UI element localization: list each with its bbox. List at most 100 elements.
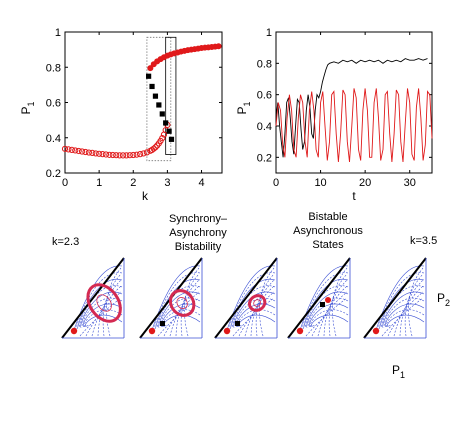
tl-point-open [96, 150, 103, 157]
flow-line [232, 297, 275, 337]
flow-line [79, 297, 122, 337]
flow-line [259, 267, 275, 337]
tl-ytick-label: 0.6 [46, 98, 61, 110]
simplex-hypotenuse [61, 257, 125, 339]
stable-point [296, 327, 304, 335]
tl-point-open [61, 145, 69, 152]
tl-point-square [156, 102, 162, 108]
limit-cycle [247, 294, 267, 312]
tl-point-open [65, 146, 72, 153]
flow-line [305, 297, 348, 337]
flow-line [307, 297, 349, 328]
flow-line [317, 285, 348, 337]
flow-line [399, 279, 424, 337]
flow-line [153, 272, 201, 330]
tl-point-open [126, 152, 133, 159]
tl-point-square [149, 83, 155, 90]
tr-xtick-label: 10 [314, 177, 326, 189]
flow-line [255, 273, 275, 337]
flow-line [157, 285, 201, 329]
tl-point-open [78, 148, 86, 155]
flow-line [393, 285, 424, 337]
flow-line [151, 265, 201, 331]
tl-xlabel: k [142, 189, 149, 203]
phase-panel [287, 257, 351, 339]
tl-point-open [85, 149, 92, 156]
tl-point-open [106, 151, 113, 158]
tr-ytick-label: 0.4 [257, 121, 272, 133]
tl-point-open [116, 152, 123, 159]
tl-marks [61, 43, 222, 159]
flow-line [311, 291, 348, 337]
flow-line [75, 272, 123, 330]
flow-line [386, 309, 425, 327]
flow-line [310, 314, 349, 327]
tl-point-open [136, 151, 144, 158]
tl-xtick-label: 4 [198, 177, 204, 189]
phase-panel [214, 257, 278, 339]
tr-series-black [275, 58, 428, 158]
flow-line [226, 265, 276, 331]
tl-point-open [68, 146, 75, 154]
tl-point-open [92, 150, 99, 157]
panel-k-vs-p1: 0 1 2 3 40.20.40.60.81 k P1 [19, 27, 223, 203]
tr-xlabel: t [352, 189, 356, 203]
tl-regions [146, 36, 177, 162]
tl-ytick-label: 0.2 [46, 168, 61, 180]
tr-ticks: 0 10 20 30 0.2 0.4 0.6 0.8 1 [257, 27, 432, 189]
tl-ylabel-sub: 1 [26, 101, 36, 106]
tl-xtick-label: 1 [96, 177, 102, 189]
tl-point-open [75, 147, 82, 155]
label-p2-sub: 2 [445, 298, 450, 308]
tl-point-open [143, 149, 151, 156]
tl-point-open [82, 148, 89, 156]
svg-text:P1: P1 [235, 101, 252, 114]
flow-line [238, 291, 275, 337]
flow-line [386, 314, 425, 327]
flow-line [79, 285, 123, 329]
tr-xtick-label: 20 [359, 177, 371, 189]
flow-line [385, 303, 425, 327]
saddle-point [160, 321, 165, 326]
tr-ylabel-main: P [235, 107, 249, 115]
tl-ytick-label: 0.8 [46, 62, 61, 74]
flow-line [157, 297, 200, 337]
tl-point-open [113, 152, 120, 159]
tr-ytick-label: 1 [266, 27, 272, 39]
label-p1-sub: 1 [400, 370, 405, 380]
flow-line [85, 291, 122, 337]
tr-ytick-label: 0.6 [257, 90, 272, 102]
saddle-point-upper [320, 302, 325, 307]
label-k23: k=2.3 [52, 236, 79, 248]
flow-line [237, 314, 276, 327]
label-sync-line3: Bistability [175, 241, 222, 253]
stable-point [70, 327, 78, 335]
flow-line [102, 273, 122, 337]
phase-panel [363, 257, 427, 339]
flow-line [236, 303, 276, 327]
simplex-hypotenuse [363, 257, 427, 339]
flow-line [84, 309, 123, 327]
cycle-inner [253, 299, 262, 307]
flow-line [84, 314, 123, 327]
flow-line [310, 309, 349, 327]
cycle-inner [176, 297, 188, 309]
label-p2: P2 [437, 291, 450, 308]
flow-line [408, 267, 424, 337]
saddle-point [235, 321, 240, 326]
tl-point-open [133, 151, 140, 158]
tl-point-square [168, 136, 175, 142]
flow-line [303, 278, 349, 329]
label-k35: k=3.5 [410, 235, 437, 247]
phase-panel [139, 257, 203, 339]
label-bistable-line3: States [312, 239, 344, 251]
tl-point-open [123, 152, 130, 159]
flow-line [250, 279, 275, 337]
flow-line [332, 267, 348, 337]
tl-ylabel-main: P [19, 107, 33, 115]
flow-line [381, 297, 424, 337]
flow-line [163, 291, 200, 337]
flow-line [106, 267, 122, 337]
label-p1: P1 [392, 363, 405, 380]
